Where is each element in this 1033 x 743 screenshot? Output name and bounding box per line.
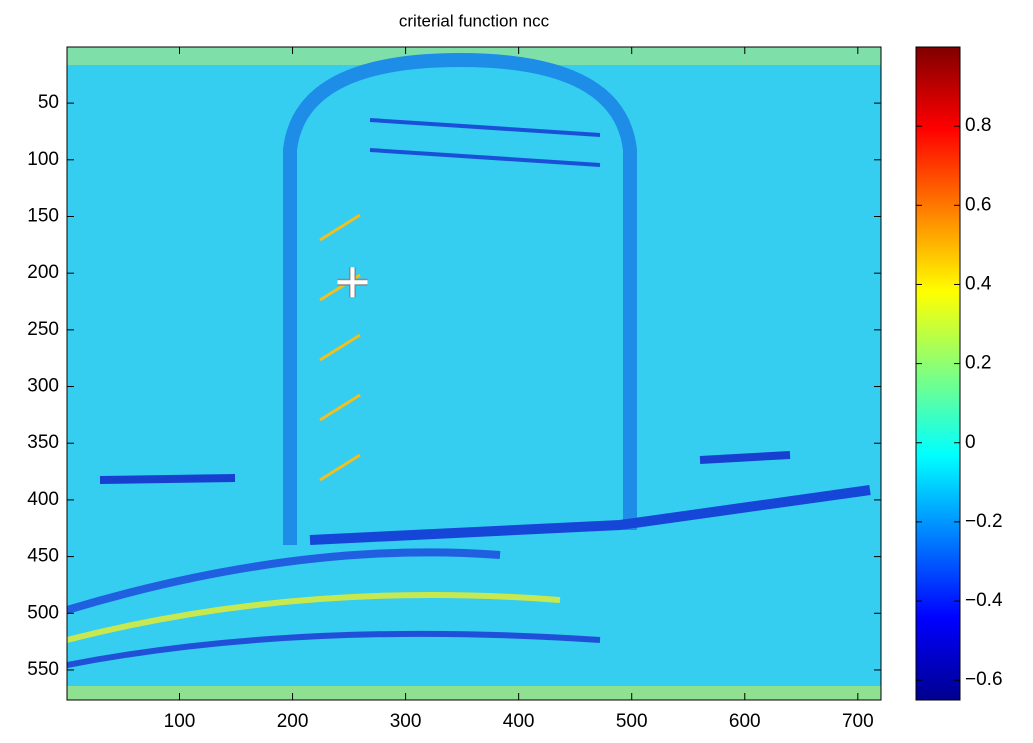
image-stripe: [67, 548, 501, 614]
x-tick-label: 100: [164, 711, 196, 732]
image-stripe: [369, 118, 601, 167]
image-stripe: [319, 213, 361, 482]
x-tick-label: 200: [277, 711, 309, 732]
x-tick-label: 300: [390, 711, 422, 732]
image-band: [67, 686, 881, 700]
chart-title: criterial function ncc: [399, 11, 550, 30]
colorbar-tick-label: −0.4: [965, 590, 1003, 611]
y-tick-label: 300: [27, 376, 59, 397]
image-stripe: [67, 630, 601, 668]
y-tick-label: 550: [27, 659, 59, 680]
colorbar-tick-label: −0.6: [965, 669, 1003, 690]
colorbar-tick-label: 0.8: [965, 115, 991, 136]
colorbar: [915, 46, 961, 701]
image-stripe: [309, 485, 871, 545]
x-tick-label: 400: [503, 711, 535, 732]
y-tick-label: 500: [27, 602, 59, 623]
image-arch: [283, 52, 637, 545]
marker: [337, 267, 368, 298]
y-tick-label: 350: [27, 432, 59, 453]
y-tick-label: 100: [27, 149, 59, 170]
colorbar-tick-label: 0.4: [965, 273, 992, 294]
colorbar-tick-label: 0.2: [965, 353, 991, 374]
y-tick-label: 150: [27, 206, 59, 227]
colorbar-tick-label: 0: [965, 432, 976, 453]
colorbar-tick-label: 0.6: [965, 194, 991, 215]
colorbar-tick-label: −0.2: [965, 511, 1003, 532]
y-tick-label: 50: [38, 92, 59, 113]
y-tick-label: 250: [27, 319, 59, 340]
y-tick-label: 450: [27, 546, 59, 567]
image-layer: [67, 47, 881, 700]
image-stripe: [699, 451, 791, 464]
x-tick-label: 700: [842, 711, 874, 732]
x-tick-label: 600: [729, 711, 761, 732]
image-background: [67, 47, 881, 700]
x-tick-label: 500: [616, 711, 648, 732]
image-stripe: [67, 592, 561, 643]
plot-frame: [66, 46, 882, 701]
image-stripe: [99, 474, 236, 484]
y-tick-label: 200: [27, 262, 59, 283]
y-tick-label: 400: [27, 489, 59, 510]
